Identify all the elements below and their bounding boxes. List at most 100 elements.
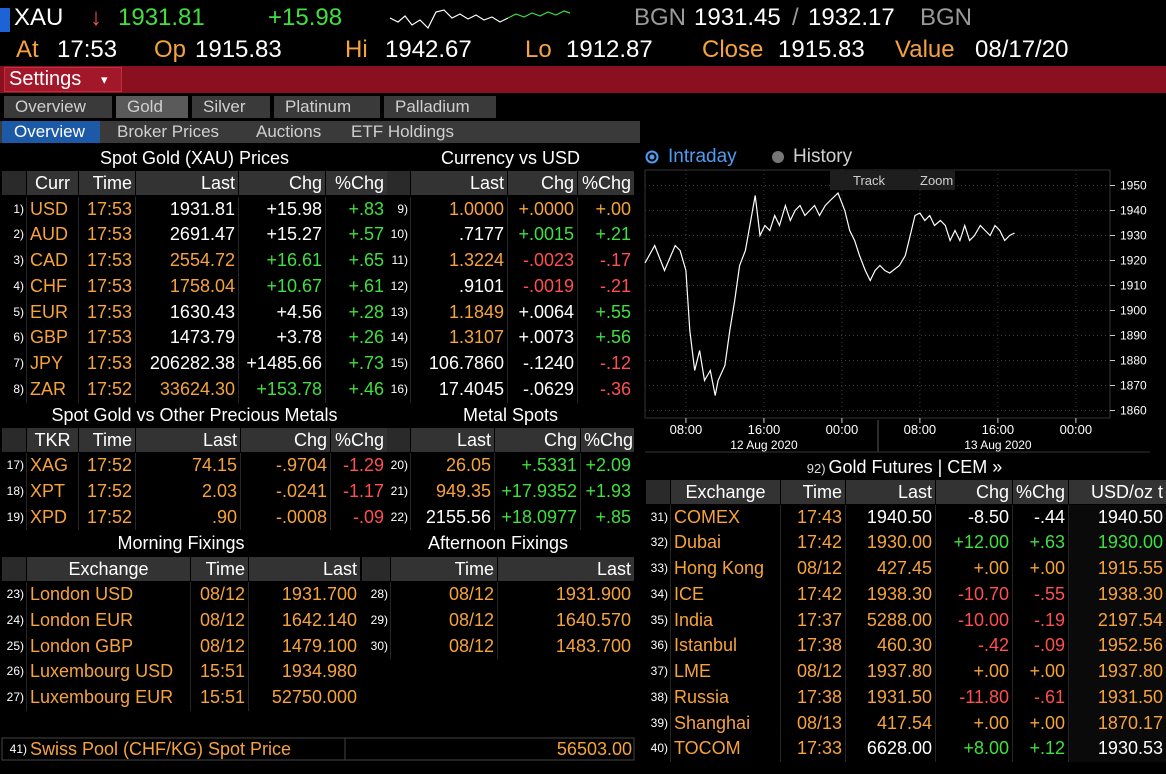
cell: -.9704: [240, 453, 330, 479]
row-number: 25): [6, 638, 24, 653]
column-header: Time: [78, 171, 135, 195]
cell: 1931.81: [135, 196, 238, 223]
cell: -.17: [577, 248, 634, 274]
header-ticker: XAU: [14, 4, 64, 31]
plot-area: [644, 169, 1111, 419]
cell: -10.00: [935, 607, 1012, 634]
cell: 1640.570: [497, 607, 634, 634]
cell: 1870.17: [1068, 710, 1166, 737]
header-ask: 1932.17: [808, 4, 895, 31]
cell: -.42: [935, 633, 1012, 659]
row-number: 17): [6, 458, 24, 472]
cell: 1937.80: [1068, 659, 1166, 685]
cell: -.1240: [507, 351, 577, 377]
cell: +.00: [935, 710, 1012, 737]
cell: -1.17: [330, 478, 387, 505]
y-tick-label: 1910: [1120, 279, 1147, 293]
cell: 08/12: [190, 582, 248, 608]
header-hi: 1942.67: [385, 36, 472, 63]
cell: 17:53: [78, 325, 135, 351]
cell: COMEX: [670, 504, 780, 531]
cell: Luxembourg USD: [26, 659, 190, 685]
tab[interactable]: Palladium: [384, 96, 496, 118]
cell: -.0023: [507, 248, 577, 274]
radio-unselected[interactable]: [772, 151, 784, 163]
cell: 2155.56: [410, 504, 494, 531]
cell: +.00: [935, 659, 1012, 685]
cell: 1.1849: [410, 299, 507, 326]
date-label: 13 Aug 2020: [964, 438, 1032, 452]
header-lo-label: Lo: [525, 36, 552, 63]
cell: 1931.700: [248, 582, 360, 608]
cell: 1931.900: [497, 582, 634, 608]
cell: 17:53: [78, 299, 135, 326]
tab[interactable]: Silver: [192, 96, 270, 118]
cell: +.63: [1012, 530, 1068, 556]
table-title: Morning Fixings: [117, 533, 245, 553]
radio-dot: [649, 154, 655, 160]
cell: 949.35: [410, 478, 494, 505]
row-number: 20): [390, 458, 408, 472]
row-number: 36): [650, 638, 668, 653]
chart-option[interactable]: Intraday: [668, 146, 737, 167]
subtab[interactable]: Broker Prices: [117, 122, 220, 141]
settings-caret[interactable]: ▾: [101, 72, 108, 87]
row-number: 34): [650, 586, 668, 601]
cell: 17:42: [780, 530, 845, 556]
column-header: Chg: [935, 480, 1012, 504]
cell: 17:53: [78, 351, 135, 377]
y-tick-label: 1950: [1120, 179, 1147, 193]
row-number: 21): [390, 483, 408, 498]
header-arrow: ↓: [90, 4, 102, 31]
settings-button[interactable]: [4, 67, 122, 92]
cell: 417.54: [845, 710, 935, 737]
chart-option[interactable]: History: [793, 146, 853, 167]
sparkline-recent: [507, 10, 571, 19]
cell: 206282.38: [135, 351, 238, 377]
row-number: 32): [650, 535, 668, 550]
cell: 08/12: [780, 556, 845, 582]
settings-label[interactable]: Settings: [9, 68, 82, 90]
cell: +.0073: [507, 325, 577, 351]
cell: 17:52: [78, 453, 135, 479]
tab[interactable]: Gold: [116, 96, 188, 118]
header-source1: BGN: [634, 4, 687, 31]
x-tick-label: 16:00: [982, 422, 1015, 437]
column-header: %Chg: [1012, 480, 1068, 504]
cell: USD: [26, 196, 78, 223]
cell: -.36: [577, 376, 634, 403]
cell: 1931.50: [845, 684, 935, 711]
tab[interactable]: Platinum: [274, 96, 380, 118]
column-header: USD/oz t: [1068, 480, 1166, 504]
cell: 427.45: [845, 556, 935, 582]
header-hi-label: Hi: [345, 36, 368, 63]
row-number: 18): [6, 483, 24, 498]
cell: 1479.100: [248, 633, 360, 660]
cell: LME: [670, 659, 780, 685]
radio-selected[interactable]: [645, 150, 659, 164]
cell: 106.7860: [410, 351, 507, 377]
tool-button[interactable]: Zoom: [920, 173, 954, 188]
subtab[interactable]: Overview: [2, 121, 100, 143]
cell: 1.0000: [410, 196, 507, 223]
tab[interactable]: Overview: [4, 96, 112, 118]
cell: 2691.47: [135, 222, 238, 248]
cell: -.0241: [240, 478, 330, 505]
cell: +.73: [325, 351, 387, 377]
x-tick-label: 08:00: [670, 422, 703, 437]
subtab[interactable]: ETF Holdings: [351, 122, 454, 141]
row-number: 7): [13, 356, 24, 370]
header-source2: BGN: [920, 4, 973, 31]
cell: +.46: [325, 376, 387, 403]
cell: 17:52: [78, 478, 135, 505]
row-number: 22): [390, 509, 408, 524]
cell: 460.30: [845, 633, 935, 659]
cell: -.12: [577, 351, 634, 377]
tool-button[interactable]: Track: [853, 173, 886, 188]
cell: 17:42: [780, 581, 845, 608]
x-tick-label: 08:00: [904, 422, 937, 437]
cell: +.61: [325, 273, 387, 300]
subtab[interactable]: Auctions: [256, 122, 322, 141]
row-number: 12): [390, 278, 408, 293]
header-last: 1931.81: [118, 4, 205, 31]
